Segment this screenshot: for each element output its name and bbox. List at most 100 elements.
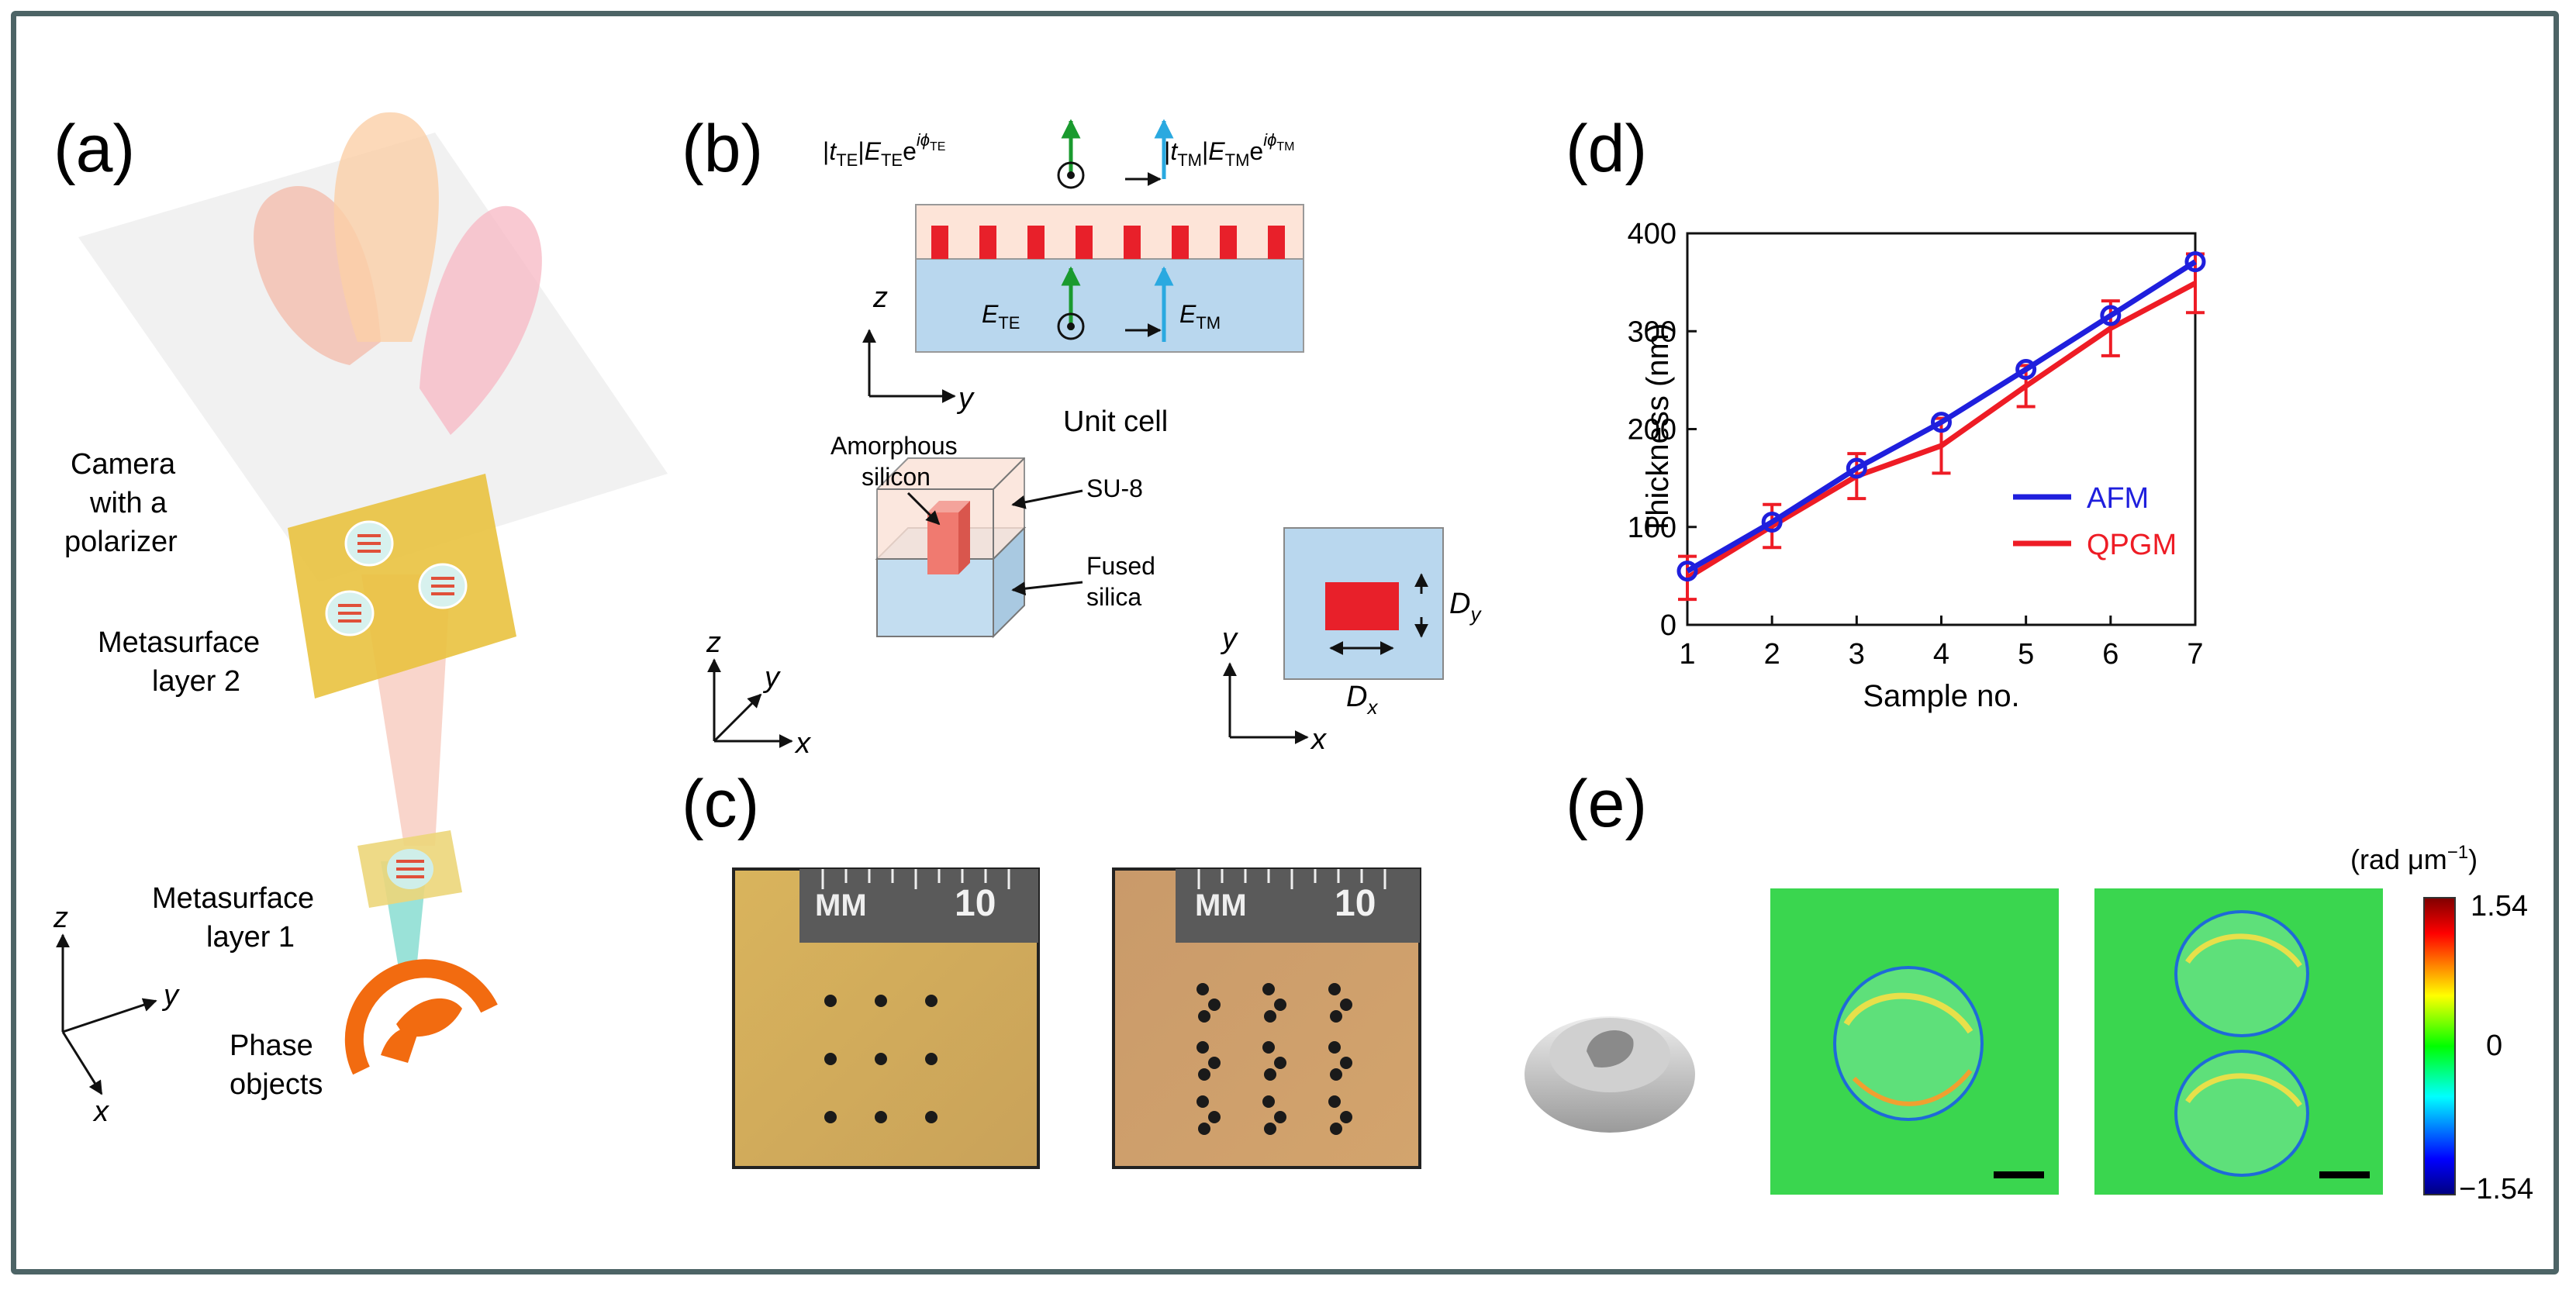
colorbar-min: −1.54 <box>2459 1173 2533 1205</box>
unit-cell-pillars <box>931 226 1285 259</box>
t-te-label: |tTE|ETEeiϕTE <box>823 130 945 170</box>
y-tick-label-0: 0 <box>1660 609 1676 642</box>
a-axis-y-label: y <box>161 979 180 1012</box>
panel-b: (b) |tTE|ETEeiϕTE |tTM|ETMeiϕTM ETE ETM … <box>682 112 1482 760</box>
te-in-dot-ring <box>1057 312 1085 340</box>
beam-center <box>333 112 439 342</box>
legend-afm-label: AFM <box>2087 482 2149 515</box>
su8-pointer <box>1011 489 1083 509</box>
unit-cell-cladding <box>915 204 1304 260</box>
t-tm-label: |tTM|ETMeiϕTM <box>1164 130 1294 170</box>
colorbar-max: 1.54 <box>2471 890 2528 923</box>
ruler-1-value: 10 <box>955 883 996 924</box>
dy-label: Dy <box>1449 588 1482 626</box>
y-tick-label-4: 400 <box>1628 218 1676 250</box>
phase-object-ring <box>344 959 498 1075</box>
te-in-dot <box>1067 322 1075 330</box>
amorphous-label: Amorphous silicon <box>830 432 965 491</box>
cube-axis-z-label: z <box>706 626 721 659</box>
cube-edge-2 <box>993 457 1025 490</box>
a-axis-z-label: z <box>53 902 68 934</box>
afm-point-2 <box>1846 457 1867 479</box>
phase-image-1-cell <box>1833 966 1984 1121</box>
phase-image-2-edge-top <box>2185 933 2302 968</box>
legend-qpgm-label: QPGM <box>2087 529 2177 561</box>
phase-image-1-edge-yellow <box>1843 992 1973 1034</box>
b-axis-y-label: y <box>956 382 975 415</box>
panel-e-letter: (e) <box>1566 767 1647 841</box>
x-axis-title: Sample no. <box>1863 679 2019 713</box>
dx-label: Dx <box>1346 681 1378 719</box>
panel-c-letter: (c) <box>682 767 759 841</box>
y-tick-label-3: 300 <box>1628 316 1676 348</box>
fused-label: Fused silica <box>1086 552 1162 611</box>
y-axis-title: Thickness (nm) <box>1641 323 1675 535</box>
ruler-2-unit: MM <box>1195 888 1247 923</box>
e-te-label: ETE <box>982 300 1020 333</box>
meta2-pattern <box>338 534 454 623</box>
topview-axis-x-label: x <box>1310 723 1328 756</box>
metasurface-layer2 <box>288 474 516 698</box>
cube-axis-y-label: y <box>762 661 781 694</box>
meta2-label: Metasurface layer 2 <box>98 626 268 698</box>
ruler-2-value: 10 <box>1335 883 1376 924</box>
topview-pillar <box>1325 582 1399 630</box>
panel-d-letter: (d) <box>1566 112 1647 186</box>
beam-right <box>420 205 542 435</box>
scale-bar-2 <box>2319 1171 2370 1178</box>
a-axis-y <box>62 998 157 1033</box>
afm-point-1 <box>1761 511 1783 533</box>
panel-a: (a) Camera with a polarizer Metasurface <box>53 112 668 1128</box>
x-tick-label-2: 3 <box>1849 638 1865 671</box>
cube-pillar-side <box>958 501 970 574</box>
qpgm-line <box>1686 281 2197 581</box>
amorphous-pointer <box>906 492 941 526</box>
phase-image-2-cell-top <box>2174 910 2309 1037</box>
ruler-1-unit: MM <box>815 888 867 923</box>
phase-object-tail <box>381 1026 420 1063</box>
cube-axis-x-label: x <box>794 727 812 760</box>
afm-point-0 <box>1676 560 1698 582</box>
panel-a-letter: (a) <box>54 112 135 186</box>
unit-cell-label: Unit cell <box>1063 405 1168 438</box>
x-tick-label-5: 6 <box>2102 638 2118 671</box>
meta1-label: Metasurface layer 1 <box>152 882 323 954</box>
afm-point-5 <box>2100 305 2122 326</box>
rbc-dimple <box>1587 1030 1634 1068</box>
phase-image-2-cell-bottom <box>2174 1050 2309 1177</box>
figure-frame: (a) Camera with a polarizer Metasurface <box>11 11 2559 1274</box>
e-tm-label: ETM <box>1179 300 1221 333</box>
colorbar-unit: (rad μm−1) <box>2350 842 2478 875</box>
x-tick-label-6: 7 <box>2187 638 2203 671</box>
afm-line <box>1686 259 2197 574</box>
panel-c: (c) MM 10 MM 10 <box>682 767 1421 1169</box>
afm-point-4 <box>2015 358 2037 380</box>
phase-image-2-edge-bottom <box>2185 1073 2302 1108</box>
cube-pillar-top <box>927 501 970 512</box>
afm-point-6 <box>2184 251 2206 273</box>
te-out-dot <box>1067 171 1075 179</box>
panel-e: (e) (rad μm−1) 1.54 0 −1.54 <box>1525 767 2533 1205</box>
x-tick-label-4: 5 <box>2018 638 2034 671</box>
su8-label: SU-8 <box>1086 474 1143 502</box>
colorbar-mid: 0 <box>2486 1030 2502 1062</box>
camera-label: Camera with a polarizer <box>64 448 184 558</box>
a-axis-x-label: x <box>92 1095 110 1128</box>
scale-bar-1 <box>1994 1171 2044 1178</box>
meta1-pattern <box>396 860 424 878</box>
ruler-1 <box>799 869 1038 943</box>
x-tick-label-1: 2 <box>1764 638 1780 671</box>
cube-axis-y <box>713 693 762 743</box>
ruler-2 <box>1176 869 1420 943</box>
ruler-2-ticks <box>1197 869 1386 889</box>
y-tick-label-2: 200 <box>1628 414 1676 447</box>
topview-axis-y-label: y <box>1220 623 1238 655</box>
te-out-dot-ring <box>1057 161 1085 189</box>
ruler-1-ticks <box>821 869 1010 889</box>
camera-plane <box>78 133 668 582</box>
panel-b-letter: (b) <box>682 112 763 186</box>
b-axis-z-label: z <box>872 281 888 314</box>
colorbar <box>2423 897 2456 1195</box>
afm-point-3 <box>1931 412 1952 433</box>
cube-pillar-front <box>927 512 958 574</box>
